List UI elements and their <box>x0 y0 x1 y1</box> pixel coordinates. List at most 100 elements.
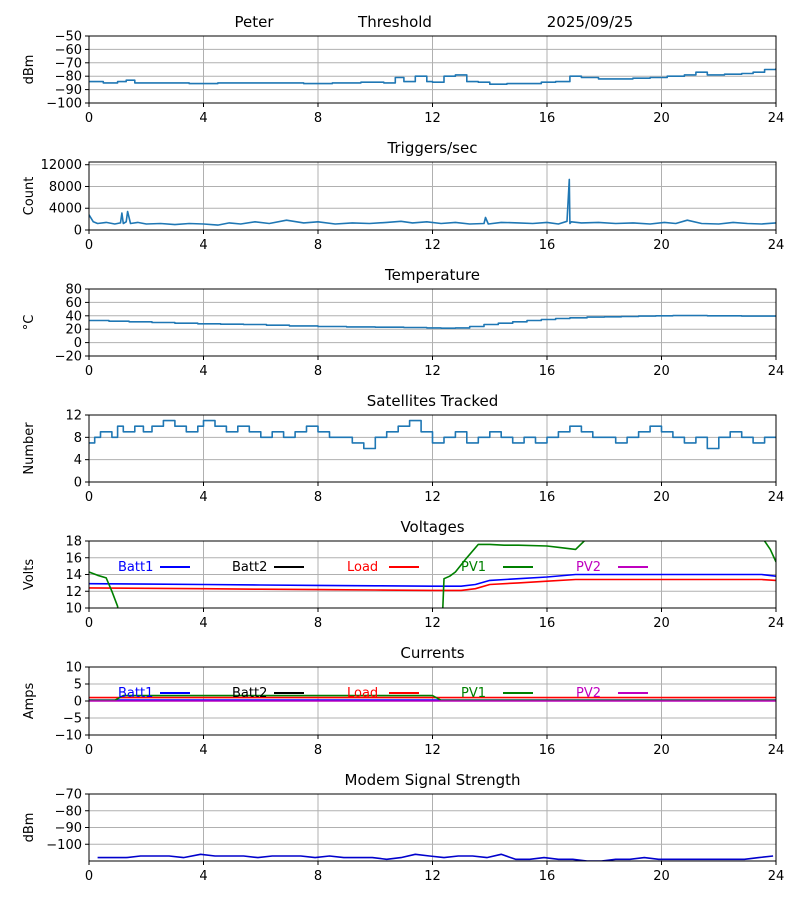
x-tick: 4 <box>199 735 208 758</box>
series-group <box>89 694 776 702</box>
x-tick-label: 20 <box>653 364 670 379</box>
x-tick: 20 <box>653 735 670 758</box>
x-tick: 20 <box>653 230 670 253</box>
y-tick: 12000 <box>41 158 89 173</box>
x-tick-label: 12 <box>424 238 441 253</box>
chart-title: Modem Signal Strength <box>345 771 521 789</box>
x-tick: 0 <box>85 608 93 631</box>
x-tick: 24 <box>768 230 784 253</box>
x-tick: 16 <box>539 230 556 253</box>
y-tick-label: −90 <box>55 821 82 836</box>
x-tick-label: 4 <box>199 111 207 126</box>
y-tick: 10 <box>65 602 89 617</box>
chart-panel-threshold: 0 4 8 12 16 20 24 −100−90−80−70−60−50 dBm <box>22 30 784 127</box>
x-tick-label: 20 <box>653 869 670 884</box>
y-tick: −80 <box>55 70 89 85</box>
x-tick: 24 <box>768 735 785 758</box>
y-tick-label: −50 <box>55 30 82 45</box>
y-tick: 18 <box>65 535 89 550</box>
series-group <box>89 419 776 450</box>
y-tick: 14 <box>65 568 89 583</box>
y-tick: 12 <box>65 409 89 424</box>
legend-label-pv2: PV2 <box>576 686 601 701</box>
x-tick: 0 <box>85 103 93 126</box>
y-tick: −60 <box>55 43 89 58</box>
chart-panel-modem: 0 4 8 12 16 20 24 −100 −90 −80−70 Modem Signal Str… <box>22 771 784 884</box>
y-tick-label: 8 <box>74 431 82 446</box>
x-tick-label: 24 <box>768 743 785 758</box>
legend-label-batt2: Batt2 <box>232 686 267 701</box>
x-tick-label: 16 <box>539 238 556 253</box>
chart-title: Voltages <box>400 518 464 536</box>
y-tick-label: −10 <box>55 729 82 744</box>
x-tick: 12 <box>424 608 441 631</box>
x-tick: 8 <box>314 861 322 884</box>
legend-label-load: Load <box>347 560 378 575</box>
y-tick: −70 <box>55 56 89 71</box>
legend-label-batt1: Batt1 <box>118 560 153 575</box>
x-tick-label: 12 <box>424 490 441 505</box>
y-axis-label: Count <box>22 177 37 216</box>
y-tick-label: −80 <box>55 804 82 819</box>
y-tick: 10 <box>65 661 89 676</box>
y-tick-label: 60 <box>65 296 82 311</box>
x-tick-label: 24 <box>768 364 785 379</box>
chart-title: Currents <box>400 644 464 662</box>
x-tick: 0 <box>85 356 93 379</box>
y-tick-label: −90 <box>55 83 82 98</box>
chart-title: Temperature <box>384 266 480 284</box>
y-tick: 40 <box>65 309 89 324</box>
y-tick: 0 <box>74 224 89 239</box>
series-line-pv1 <box>89 541 776 608</box>
x-tick: 16 <box>539 103 555 126</box>
x-tick-label: 8 <box>314 111 322 126</box>
series-group <box>89 178 776 226</box>
x-tick-label: 12 <box>424 616 441 631</box>
x-tick: 24 <box>768 482 784 505</box>
x-tick: 16 <box>539 861 555 884</box>
x-tick-label: 16 <box>539 616 556 631</box>
x-tick-label: 16 <box>539 364 556 379</box>
x-tick-label: 24 <box>768 111 785 126</box>
x-tick: 4 <box>199 356 208 379</box>
x-tick: 24 <box>768 356 785 379</box>
y-tick-label: 12 <box>65 409 82 424</box>
x-tick-label: 16 <box>539 743 556 758</box>
y-axis-label: Amps <box>22 682 37 719</box>
y-tick-label: 10 <box>65 602 82 617</box>
y-tick: 5 <box>74 678 89 693</box>
y-tick-label: 0 <box>74 695 82 710</box>
header-date: 2025/09/25 <box>547 13 633 31</box>
y-tick-label: −70 <box>55 788 82 803</box>
y-tick-label: 0 <box>74 336 82 351</box>
y-tick: 0 <box>74 695 89 710</box>
x-tick-label: 8 <box>314 869 322 884</box>
y-tick-label: 0 <box>74 476 82 491</box>
y-axis-label: dBm <box>22 55 37 85</box>
series-group <box>97 853 774 861</box>
x-tick: 12 <box>424 861 441 884</box>
y-tick-label: 5 <box>74 678 82 693</box>
y-tick-label: 4 <box>74 453 82 468</box>
legend: Batt1 Batt2 Load PV1 PV2 <box>118 686 648 701</box>
x-tick: 20 <box>653 482 670 505</box>
y-tick: −5 <box>63 712 89 727</box>
x-tick: 24 <box>768 103 785 126</box>
y-tick: 8 <box>74 431 89 446</box>
y-tick: 4 <box>74 453 89 468</box>
x-tick: 8 <box>314 608 322 631</box>
y-tick-label: −70 <box>55 56 82 71</box>
x-tick-label: 0 <box>85 238 93 253</box>
legend: Batt1 Batt2 Load PV1 PV2 <box>118 560 648 575</box>
y-tick-label: 12000 <box>41 158 82 173</box>
x-tick: 20 <box>653 356 670 379</box>
y-tick: −20 <box>55 350 89 365</box>
x-tick-label: 20 <box>653 743 670 758</box>
series-line-1 <box>89 314 776 329</box>
chart-panel-satellites: 0 4 8 12 16 20 24 0 4 8 12 Satellites Tracked Number <box>22 392 784 505</box>
y-tick-label: −100 <box>46 838 82 853</box>
y-tick: −90 <box>55 83 89 98</box>
